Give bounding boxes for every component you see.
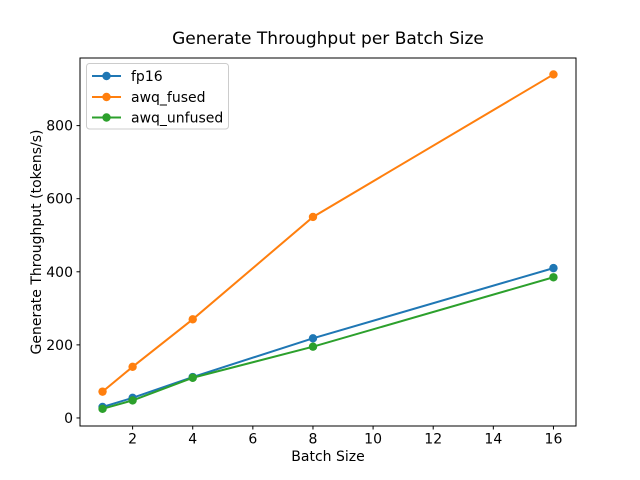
y-axis-tick-label: 200 <box>46 338 73 354</box>
axis-ticks: 2 4 6 8 10 12 14 16 0 200 400 600 800 <box>46 119 562 448</box>
legend-label: fp16 <box>131 69 163 85</box>
series-group <box>98 70 558 414</box>
data-point-awq_unfused <box>188 373 197 382</box>
x-axis-tick-label: 4 <box>188 432 197 448</box>
data-point-awq_unfused <box>308 342 318 351</box>
legend-label: awq_unfused <box>131 111 223 127</box>
x-axis-tick-label: 10 <box>364 432 382 448</box>
x-axis-tick-label: 6 <box>248 432 257 448</box>
axes-frame <box>79 57 577 427</box>
series-line-awq_unfused <box>101 276 555 410</box>
legend-marker <box>102 71 111 81</box>
data-point-awq_unfused <box>98 404 107 414</box>
data-point-awq_fused <box>308 212 318 222</box>
data-point-awq_fused <box>188 315 197 324</box>
data-point-awq_unfused <box>128 396 137 405</box>
data-point-awq_unfused <box>549 273 558 282</box>
data-point-fp16 <box>549 263 558 273</box>
data-point-awq_fused <box>98 387 107 396</box>
legend-marker <box>102 92 111 102</box>
data-point-awq_fused <box>128 362 137 371</box>
x-axis-tick-label: 2 <box>128 432 137 448</box>
x-axis-tick-label: 12 <box>424 432 442 448</box>
x-axis-tick-label: 8 <box>309 432 318 448</box>
data-point-fp16 <box>308 334 318 343</box>
x-axis-tick-label: 14 <box>484 432 502 448</box>
legend-marker <box>102 113 111 122</box>
legend-frame <box>86 63 229 130</box>
y-axis-tick-label: 0 <box>64 411 73 427</box>
y-axis-tick-label: 600 <box>46 192 73 208</box>
x-axis-label: Batch Size <box>291 449 364 465</box>
y-axis-label: Generate Throughput (tokens/s) <box>29 130 45 355</box>
x-axis-tick-label: 16 <box>545 432 563 448</box>
chart-title: Generate Throughput per Batch Size <box>172 29 484 49</box>
y-axis-tick-label: 400 <box>46 265 73 281</box>
legend: fp16 awq_fused awq_unfused <box>86 63 229 130</box>
legend-label: awq_fused <box>131 90 206 106</box>
y-axis-tick-label: 800 <box>46 119 73 135</box>
data-point-awq_fused <box>549 70 558 79</box>
